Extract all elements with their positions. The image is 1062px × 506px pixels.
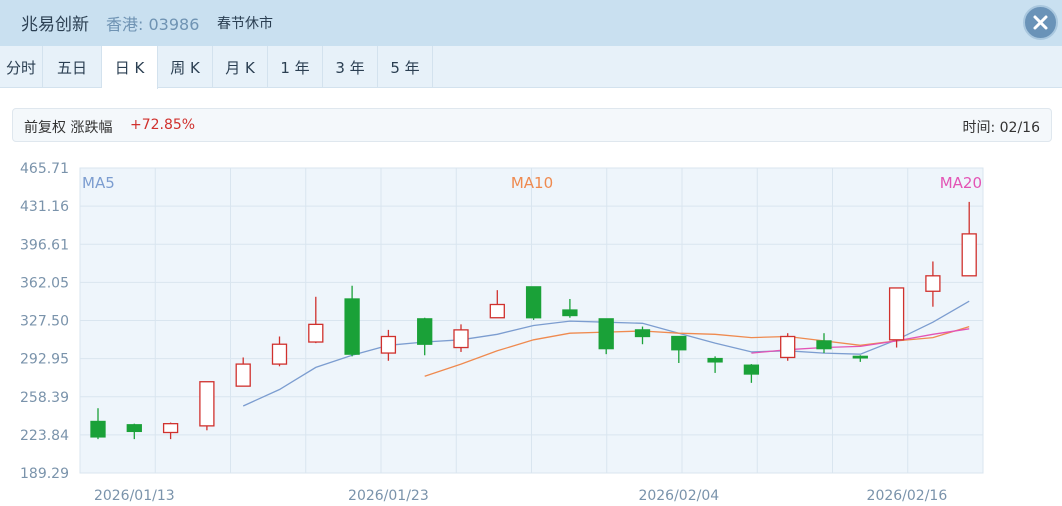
- candle-body: [235, 363, 251, 387]
- x-tick-label: 2026/02/16: [867, 488, 948, 504]
- candle-down: [562, 298, 578, 318]
- x-tick-label: 2026/01/23: [348, 488, 429, 504]
- tab-1-year[interactable]: 1 年: [268, 46, 323, 88]
- candle-down: [525, 286, 542, 320]
- market-status: 春节休市: [217, 16, 273, 32]
- candle-body: [671, 335, 687, 351]
- candle-down: [598, 318, 614, 355]
- y-tick-label: 189.29: [20, 466, 69, 482]
- tab-daily-k[interactable]: 日 K: [102, 46, 158, 89]
- candle-up: [199, 381, 215, 431]
- grid: [80, 168, 983, 473]
- candle-body: [888, 287, 905, 341]
- candle-down: [671, 335, 687, 363]
- candle-body: [780, 335, 796, 359]
- change-value: +72.85%: [130, 117, 196, 133]
- y-tick-label: 431.16: [20, 199, 69, 215]
- candle-down: [126, 423, 142, 440]
- candle-body: [816, 340, 832, 350]
- legend-ma5: MA5: [82, 174, 115, 192]
- y-tick-label: 465.71: [20, 161, 69, 177]
- stock-name: 兆易创新: [21, 15, 89, 35]
- axes: 465.71 431.16 396.61 362.05 327.50 292.95 258.…: [20, 161, 947, 504]
- tab-5-year[interactable]: 5 年: [378, 46, 433, 88]
- candle-body: [634, 329, 651, 338]
- candle-down: [816, 333, 832, 354]
- candle-body: [380, 335, 397, 354]
- candle-up: [271, 336, 288, 367]
- candle-body: [852, 355, 868, 359]
- candle-down: [90, 408, 106, 440]
- legend: MA5 MA10 MA20: [82, 174, 982, 192]
- candle-body: [525, 286, 542, 319]
- candle-body: [743, 364, 760, 375]
- close-icon: [1033, 15, 1048, 30]
- adjust-label: 前复权 涨跌幅: [24, 120, 113, 136]
- candle-body: [271, 343, 288, 365]
- candle-up: [961, 201, 977, 277]
- candle-up: [308, 296, 324, 344]
- kline-chart[interactable]: 465.71 431.16 396.61 362.05 327.50 292.95 258.…: [0, 150, 1062, 506]
- candle-body: [562, 309, 578, 317]
- candle-up: [235, 357, 251, 387]
- candle-body: [598, 318, 614, 350]
- tab-intraday[interactable]: 分时: [0, 46, 43, 88]
- candles: [90, 201, 977, 440]
- period-tabs: 分时 五日 日 K 周 K 月 K 1 年 3 年 5 年: [0, 46, 1062, 89]
- candle-body: [162, 423, 179, 434]
- close-button[interactable]: [1023, 5, 1058, 40]
- candle-down: [707, 356, 723, 373]
- tab-weekly-k[interactable]: 周 K: [158, 46, 213, 88]
- candle-body: [344, 298, 360, 355]
- candle-body: [126, 424, 142, 433]
- candle-body: [961, 233, 977, 277]
- candle-body: [199, 381, 215, 427]
- candle-up: [162, 422, 179, 440]
- y-tick-label: 362.05: [20, 275, 69, 291]
- candle-body: [90, 420, 106, 438]
- candle-down: [634, 326, 651, 345]
- stock-code: 香港: 03986: [106, 15, 200, 34]
- tab-five-day[interactable]: 五日: [43, 46, 102, 88]
- candle-body: [417, 318, 433, 345]
- candle-up: [888, 287, 905, 348]
- y-tick-label: 327.50: [20, 314, 69, 330]
- candle-body: [453, 329, 469, 349]
- title-bar: 兆易创新 香港: 03986 春节休市: [0, 0, 1062, 46]
- x-tick-label: 2026/01/13: [94, 488, 175, 504]
- candle-body: [925, 275, 941, 292]
- legend-ma10: MA10: [511, 174, 553, 192]
- candle-body: [707, 357, 723, 363]
- candle-down: [344, 285, 360, 357]
- x-tick-label: 2026/02/04: [638, 488, 719, 504]
- y-tick-label: 292.95: [20, 352, 69, 368]
- candle-body: [489, 303, 505, 319]
- tab-monthly-k[interactable]: 月 K: [213, 46, 268, 88]
- candle-up: [453, 324, 469, 352]
- candle-down: [852, 355, 868, 362]
- candle-up: [925, 261, 941, 307]
- candle-down: [743, 364, 760, 383]
- time-label: 时间: 02/16: [962, 120, 1040, 136]
- legend-ma20: MA20: [940, 174, 982, 192]
- y-tick-label: 396.61: [20, 237, 69, 253]
- candle-up: [489, 290, 505, 319]
- y-tick-label: 258.39: [20, 390, 69, 406]
- tab-3-year[interactable]: 3 年: [323, 46, 378, 88]
- candle-up: [380, 329, 397, 361]
- candle-up: [780, 333, 796, 361]
- candle-body: [308, 323, 324, 343]
- info-bar: 前复权 涨跌幅 +72.85% 时间: 02/16: [12, 108, 1052, 142]
- candle-down: [417, 317, 433, 356]
- y-tick-label: 223.84: [20, 428, 69, 444]
